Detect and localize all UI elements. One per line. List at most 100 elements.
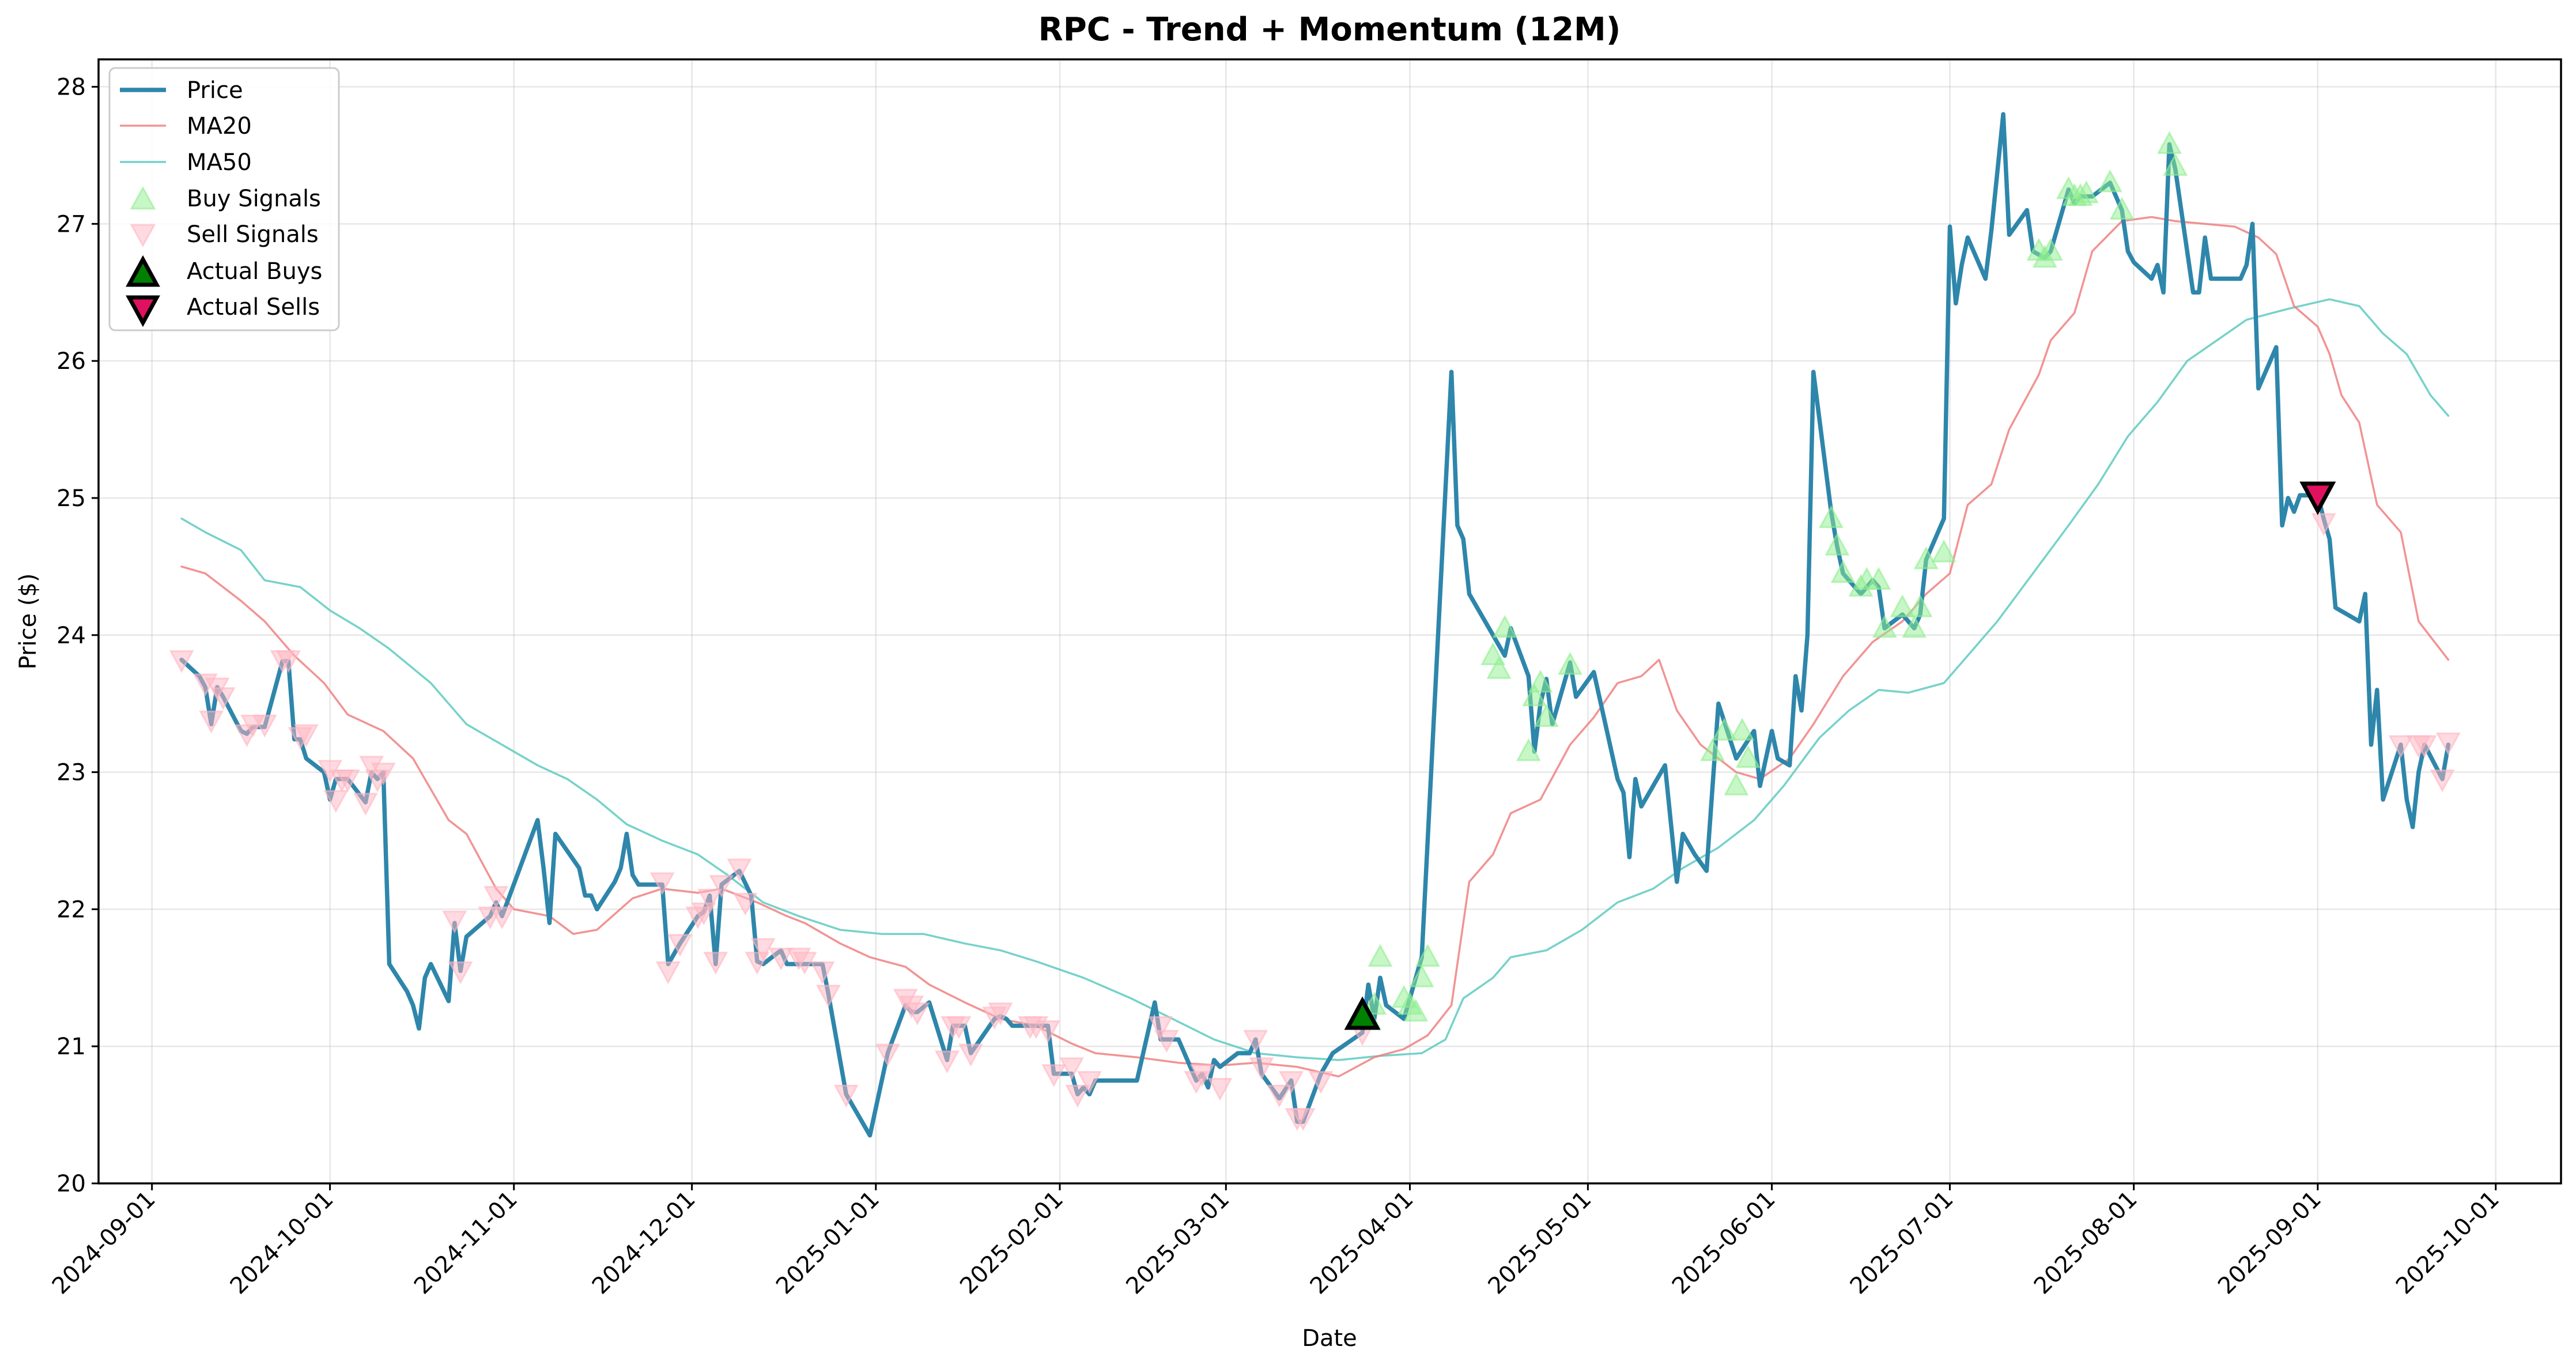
sell-signal-marker bbox=[1065, 1084, 1090, 1108]
sell-signal-marker bbox=[934, 1050, 960, 1074]
sell-signal-marker bbox=[489, 906, 515, 930]
y-tick-label: 20 bbox=[56, 1171, 86, 1197]
grid-layer bbox=[99, 59, 2561, 1185]
buy-signal-marker bbox=[1819, 505, 1844, 529]
actual-buy-marker bbox=[1344, 996, 1381, 1030]
sell-signal-marker bbox=[2430, 769, 2455, 793]
ma50-line bbox=[180, 298, 2450, 1061]
legend-label-actual-sells: Actual Sells bbox=[187, 294, 320, 320]
sell-signal-marker bbox=[484, 886, 509, 909]
legend-item-buy-signals: Buy Signals bbox=[130, 186, 321, 212]
buy-signal-marker bbox=[1931, 539, 1956, 563]
buy-signal-marker bbox=[2038, 237, 2064, 261]
sell-signal-marker bbox=[1249, 1057, 1274, 1081]
legend-box bbox=[108, 67, 340, 331]
buy-signal-marker bbox=[1403, 998, 1429, 1022]
buy-signal-marker bbox=[1522, 683, 1547, 707]
sell-signal-marker bbox=[703, 952, 728, 975]
sell-signal-marker bbox=[323, 790, 349, 813]
legend-label-sell-signals: Sell Signals bbox=[187, 221, 319, 248]
buy-signal-marker bbox=[1492, 614, 1517, 638]
buy-signal-marker bbox=[1872, 614, 1897, 638]
sell-signal-marker bbox=[667, 934, 693, 957]
sell-signal-marker bbox=[875, 1043, 900, 1067]
legend-item-ma50: MA50 bbox=[120, 149, 252, 176]
sell-signal-marker bbox=[1041, 1064, 1067, 1087]
sell-signal-icon bbox=[130, 224, 156, 248]
legend-label-actual-buys: Actual Buys bbox=[187, 258, 322, 285]
chart-title: RPC - Trend + Momentum (12M) bbox=[1038, 11, 1621, 48]
buy-signal-marker bbox=[2097, 169, 2122, 193]
sell-signal-marker bbox=[1059, 1057, 1085, 1081]
sell-signal-marker bbox=[1267, 1084, 1292, 1108]
sell-signal-marker bbox=[810, 961, 835, 985]
buy-signal-marker bbox=[1533, 704, 1559, 727]
sell-signal-marker bbox=[792, 952, 817, 975]
legend: Price MA20 MA50 Buy Signals Sell Signals… bbox=[108, 67, 340, 331]
sell-signal-marker bbox=[371, 763, 396, 786]
sell-signal-marker bbox=[815, 985, 841, 1008]
buy-signal-icon bbox=[130, 186, 156, 210]
sell-signal-marker bbox=[2412, 735, 2437, 759]
buy-signal-marker bbox=[1368, 944, 1393, 967]
buy-signal-marker bbox=[1890, 594, 1915, 617]
price-line bbox=[179, 112, 2451, 1138]
legend-item-sell-signals: Sell Signals bbox=[130, 221, 319, 248]
y-tick-label: 23 bbox=[56, 760, 86, 786]
sell-signal-marker bbox=[1189, 1064, 1215, 1087]
sell-signal-marker bbox=[697, 888, 723, 912]
buy-signal-marker bbox=[1700, 738, 1725, 761]
sell-signal-marker bbox=[169, 650, 194, 673]
sell-signal-marker bbox=[442, 910, 467, 934]
sell-signal-marker bbox=[727, 858, 752, 882]
sell-signal-marker bbox=[1154, 1029, 1179, 1053]
series-layer bbox=[179, 112, 2451, 1138]
sell-signal-marker bbox=[199, 710, 224, 734]
y-axis-label: Price ($) bbox=[15, 574, 41, 670]
legend-item-actual-buys: Actual Buys bbox=[126, 255, 322, 287]
sell-signal-marker bbox=[1279, 1071, 1304, 1094]
sell-signal-marker bbox=[448, 961, 473, 985]
actual-buy-icon bbox=[126, 255, 160, 287]
sell-signal-marker bbox=[768, 948, 794, 971]
legend-label-price: Price bbox=[187, 77, 243, 104]
sell-signal-marker bbox=[1207, 1078, 1233, 1101]
legend-item-ma20: MA20 bbox=[120, 113, 252, 139]
buy-signal-marker bbox=[1913, 546, 1939, 570]
marker-layer bbox=[169, 131, 2461, 1131]
buy-signal-marker bbox=[1409, 964, 1434, 987]
plot-frame bbox=[97, 58, 2562, 1185]
legend-item-price: Price bbox=[120, 77, 243, 104]
buy-signal-marker bbox=[1866, 567, 1891, 590]
sell-signal-marker bbox=[210, 687, 236, 710]
sell-signal-marker bbox=[750, 938, 776, 961]
sell-signal-marker bbox=[1308, 1071, 1334, 1094]
sell-signal-marker bbox=[709, 875, 734, 898]
sell-signal-marker bbox=[833, 1084, 859, 1108]
y-tick-label: 24 bbox=[56, 623, 86, 649]
sell-signal-marker bbox=[2388, 735, 2413, 759]
sell-signal-marker bbox=[1077, 1071, 1102, 1094]
buy-signal-marker bbox=[1486, 656, 1512, 679]
buy-signal-marker bbox=[1902, 614, 1927, 638]
y-tick-label: 26 bbox=[56, 348, 86, 375]
sell-signal-marker bbox=[988, 1002, 1013, 1025]
buy-signal-marker bbox=[1516, 738, 1541, 761]
legend-label-ma50: MA50 bbox=[187, 149, 252, 176]
sell-signal-marker bbox=[335, 769, 360, 793]
buy-signal-marker bbox=[1528, 669, 1553, 693]
y-tick-label: 22 bbox=[56, 896, 86, 923]
buy-signal-marker bbox=[1908, 594, 1933, 617]
legend-item-actual-sells: Actual Sells bbox=[126, 294, 320, 327]
y-tick-label: 27 bbox=[56, 211, 86, 237]
sell-signal-marker bbox=[1243, 1029, 1268, 1053]
sell-signal-marker bbox=[293, 724, 319, 748]
y-tick-label: 25 bbox=[56, 485, 86, 512]
buy-signal-marker bbox=[1735, 745, 1761, 768]
buy-signal-marker bbox=[2073, 180, 2099, 203]
buy-signal-marker bbox=[1724, 772, 1749, 795]
sell-signal-marker bbox=[958, 1043, 984, 1067]
sell-signal-marker bbox=[1148, 1016, 1173, 1039]
